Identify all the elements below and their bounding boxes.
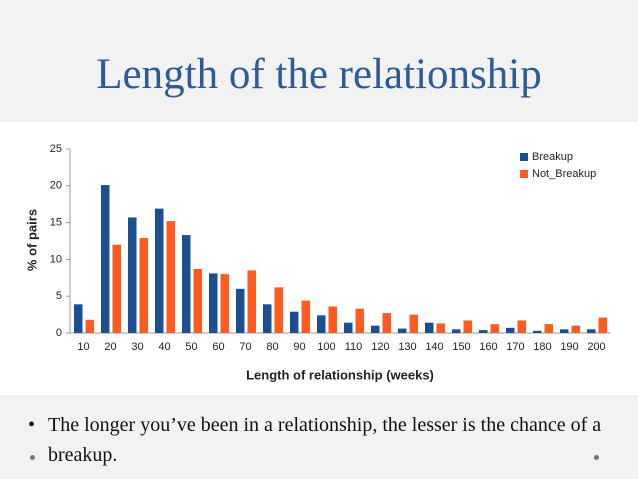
legend-swatch	[520, 170, 528, 178]
bar	[301, 300, 310, 333]
bar	[355, 308, 364, 333]
x-tick-label: 90	[293, 341, 305, 353]
legend-swatch	[520, 153, 528, 161]
bar	[139, 238, 148, 333]
bar	[398, 328, 407, 333]
bar	[452, 329, 461, 333]
bullet-text: The longer you’ve been in a relationship…	[48, 414, 602, 466]
y-tick-label: 25	[50, 143, 62, 155]
decoration	[30, 455, 35, 460]
bar	[220, 274, 229, 333]
x-tick-label: 130	[398, 341, 416, 353]
y-tick-label: 10	[50, 253, 62, 265]
legend-label: Breakup	[532, 151, 573, 163]
bar	[560, 329, 569, 333]
bar	[166, 221, 175, 333]
y-tick-label: 15	[50, 217, 62, 229]
x-axis-label: Length of relationship (weeks)	[246, 367, 434, 382]
bar	[425, 322, 434, 333]
x-tick-label: 40	[158, 341, 170, 353]
x-tick-label: 20	[104, 341, 116, 353]
x-tick-label: 140	[425, 341, 443, 353]
bar	[209, 273, 218, 333]
bar	[193, 268, 202, 333]
bar	[101, 185, 110, 333]
bar	[344, 322, 353, 333]
bar	[490, 324, 499, 333]
bar	[74, 304, 83, 333]
bar	[533, 330, 542, 333]
bar	[409, 314, 418, 333]
bar	[85, 319, 94, 333]
x-tick-label: 170	[506, 341, 524, 353]
bar	[479, 330, 488, 333]
bar	[571, 325, 580, 333]
x-tick-label: 150	[452, 341, 470, 353]
x-tick-label: 180	[533, 341, 551, 353]
bar	[463, 320, 472, 333]
bar	[236, 288, 245, 333]
x-tick-label: 80	[266, 341, 278, 353]
chart: % of pairs Length of relationship (weeks…	[0, 122, 638, 395]
bar	[247, 270, 256, 333]
bar	[328, 306, 337, 333]
bar	[587, 329, 596, 333]
x-tick-label: 200	[587, 341, 605, 353]
x-tick-label: 110	[345, 341, 363, 353]
y-axis-label: % of pairs	[24, 209, 39, 271]
x-tick-label: 100	[317, 341, 335, 353]
legend-label: Not_Breakup	[532, 168, 596, 180]
x-tick-label: 50	[185, 341, 197, 353]
y-tick-label: 5	[56, 290, 62, 302]
x-tick-label: 160	[479, 341, 497, 353]
bar	[128, 217, 137, 333]
x-tick-label: 190	[560, 341, 578, 353]
bar	[436, 323, 445, 333]
x-tick-label: 10	[77, 341, 89, 353]
bar	[506, 327, 515, 333]
bar	[371, 325, 380, 333]
bar	[517, 320, 526, 333]
bar	[274, 287, 283, 333]
bar	[544, 324, 553, 333]
bar	[263, 304, 272, 333]
x-tick-label: 120	[371, 341, 389, 353]
decoration	[594, 455, 599, 460]
bar	[317, 315, 326, 333]
bar	[598, 317, 607, 333]
bar	[290, 311, 299, 333]
slide-title: Length of the relationship	[96, 51, 542, 98]
bullet-marker: •	[28, 414, 36, 436]
bar	[382, 313, 391, 333]
y-tick-label: 0	[56, 327, 62, 339]
bullet: • The longer you’ve been in a relationshi…	[28, 410, 618, 470]
bar	[155, 208, 164, 333]
y-tick-label: 20	[50, 180, 62, 192]
x-tick-label: 30	[131, 341, 143, 353]
x-tick-label: 70	[239, 341, 251, 353]
bar	[182, 235, 191, 333]
x-tick-label: 60	[212, 341, 224, 353]
bar	[112, 244, 121, 333]
